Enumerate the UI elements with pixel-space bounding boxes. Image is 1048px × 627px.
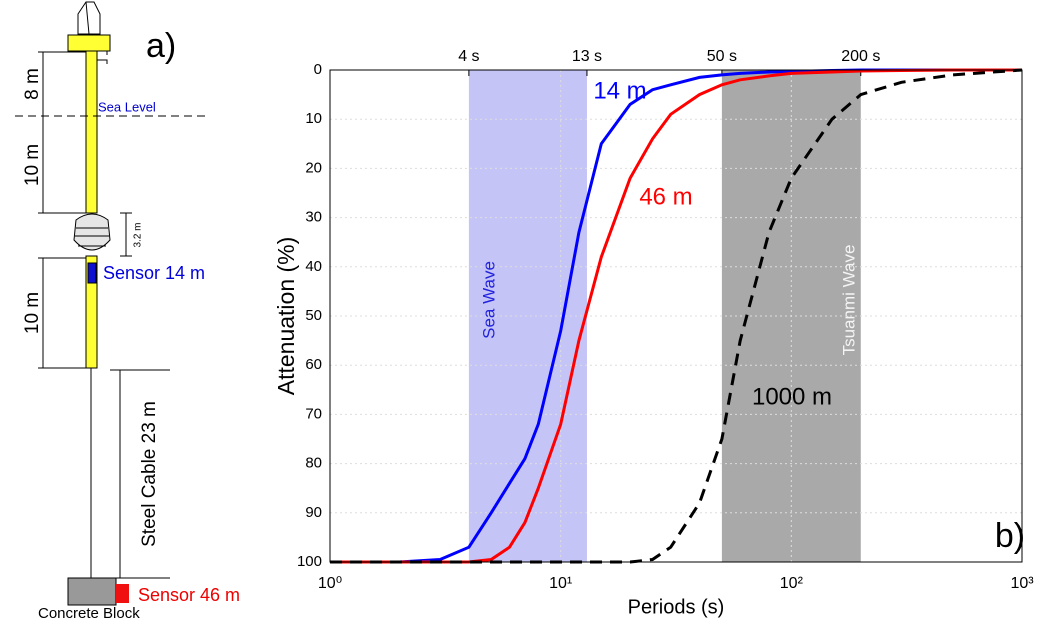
dimension-label: 3.2 m	[133, 222, 144, 247]
y-tick-label: 100	[297, 553, 322, 570]
series-line	[330, 68, 1023, 564]
buoy-top	[77, 1, 101, 35]
y-tick-label: 10	[305, 110, 322, 127]
dimension-label: 10 m	[22, 292, 43, 334]
series-label: 46 m	[639, 183, 692, 210]
buoy-top-edge	[85, 1, 90, 35]
dimension-lines	[38, 51, 170, 579]
x-tick-label: 10³	[1010, 575, 1034, 592]
y-tick-label: 30	[305, 209, 322, 226]
top-tick-label: 50 s	[707, 48, 737, 65]
dimension-label: Steel Cable 23 m	[139, 401, 160, 547]
y-tick-label: 90	[305, 504, 322, 521]
y-tick-label: 0	[314, 61, 322, 78]
x-tick-label: 10²	[780, 575, 804, 592]
plot-frame	[329, 69, 1023, 563]
y-tick-label: 60	[305, 356, 322, 373]
sensor-label: Sensor 46 m	[138, 585, 240, 605]
series-label: 1000 m	[752, 383, 832, 410]
buoy-flange	[67, 34, 111, 52]
top-tick-label: 200 s	[841, 48, 880, 65]
period-band	[468, 70, 587, 562]
panel-label: b)	[995, 517, 1025, 555]
y-tick-label: 40	[305, 258, 322, 275]
dimension-label: 8 m	[22, 68, 43, 100]
concrete-block	[67, 577, 117, 606]
series-label: 14 m	[593, 77, 646, 104]
y-tick-label: 50	[305, 307, 322, 324]
float-detail	[75, 227, 109, 247]
sensor-label: Sensor 14 m	[103, 263, 205, 283]
band-label: Sea Wave	[479, 261, 498, 339]
upper-pole	[85, 50, 98, 214]
sensor-top-box	[87, 262, 97, 284]
chart: 0 10 20 30 40 50 60 70 80 90 100 10⁰ 10¹ 10² 10³ 4 s 13 …	[273, 48, 1034, 618]
pole-detail	[97, 50, 108, 64]
float	[73, 213, 111, 251]
sea-level-label: Sea Level	[98, 99, 156, 114]
band-label: Tsuanmi Wave	[839, 245, 858, 356]
y-tick-label: 70	[305, 405, 322, 422]
series-line	[330, 68, 1022, 564]
x-tick-label: 10⁰	[318, 575, 342, 592]
panel-label: a)	[146, 27, 176, 65]
y-axis-label: Attenuation (%)	[273, 237, 299, 396]
top-tick-label: 13 s	[572, 48, 602, 65]
buoy-diagram: a) 8 m Sea Level 10 m 3.2 m Sensor 14 m …	[15, 1, 240, 622]
y-tick-label: 20	[305, 159, 322, 176]
sensor-bottom-box	[116, 584, 129, 603]
block-label: Concrete Block	[38, 605, 140, 622]
dimension-label: 10 m	[22, 144, 43, 186]
x-tick-label: 10¹	[549, 575, 572, 592]
top-tick-label: 4 s	[458, 48, 479, 65]
x-axis-label: Periods (s)	[628, 596, 725, 618]
y-tick-label: 80	[305, 455, 322, 472]
